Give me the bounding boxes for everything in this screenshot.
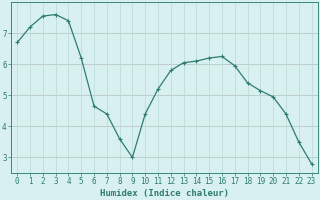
- X-axis label: Humidex (Indice chaleur): Humidex (Indice chaleur): [100, 189, 229, 198]
